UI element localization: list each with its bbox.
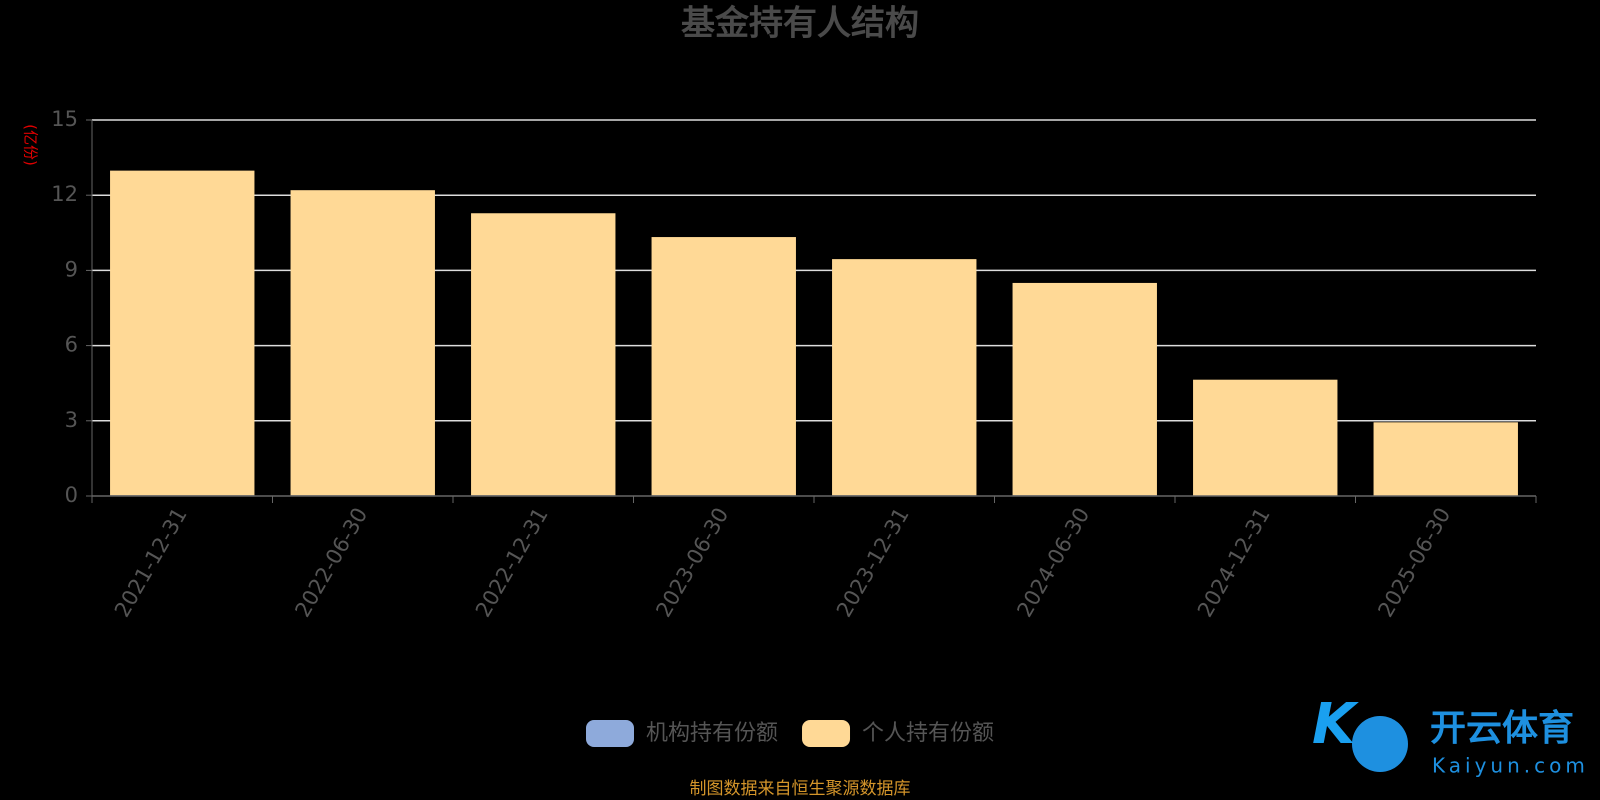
bar xyxy=(1012,282,1157,496)
bar xyxy=(110,170,255,496)
bar xyxy=(290,190,435,496)
y-axis-label: (亿份) xyxy=(22,124,40,166)
legend-label: 个人持有份额 xyxy=(862,721,994,746)
y-tick-label: 9 xyxy=(65,257,78,281)
watermark-site: Kaiyun.com xyxy=(1432,754,1589,778)
logo-ball xyxy=(1352,716,1408,772)
legend-swatch xyxy=(586,720,634,747)
chart-title: 基金持有人结构 xyxy=(681,4,919,44)
legend-label: 机构持有份额 xyxy=(646,721,778,746)
bar xyxy=(651,237,796,496)
y-tick-label: 15 xyxy=(51,107,78,131)
y-tick-label: 0 xyxy=(65,483,78,507)
logo-k: K xyxy=(1312,692,1359,757)
y-tick-label: 3 xyxy=(65,408,78,432)
watermark: K 开云体育 Kaiyun.com xyxy=(1312,692,1589,778)
y-tick-label: 6 xyxy=(65,333,78,357)
legend-swatch xyxy=(802,720,851,747)
bar xyxy=(1193,379,1338,496)
y-tick-label: 12 xyxy=(51,182,78,206)
bar xyxy=(471,213,616,496)
bar xyxy=(832,259,977,496)
bar xyxy=(1373,422,1518,496)
source-note: 制图数据来自恒生聚源数据库 xyxy=(690,779,911,799)
watermark-brand: 开云体育 xyxy=(1430,708,1574,749)
